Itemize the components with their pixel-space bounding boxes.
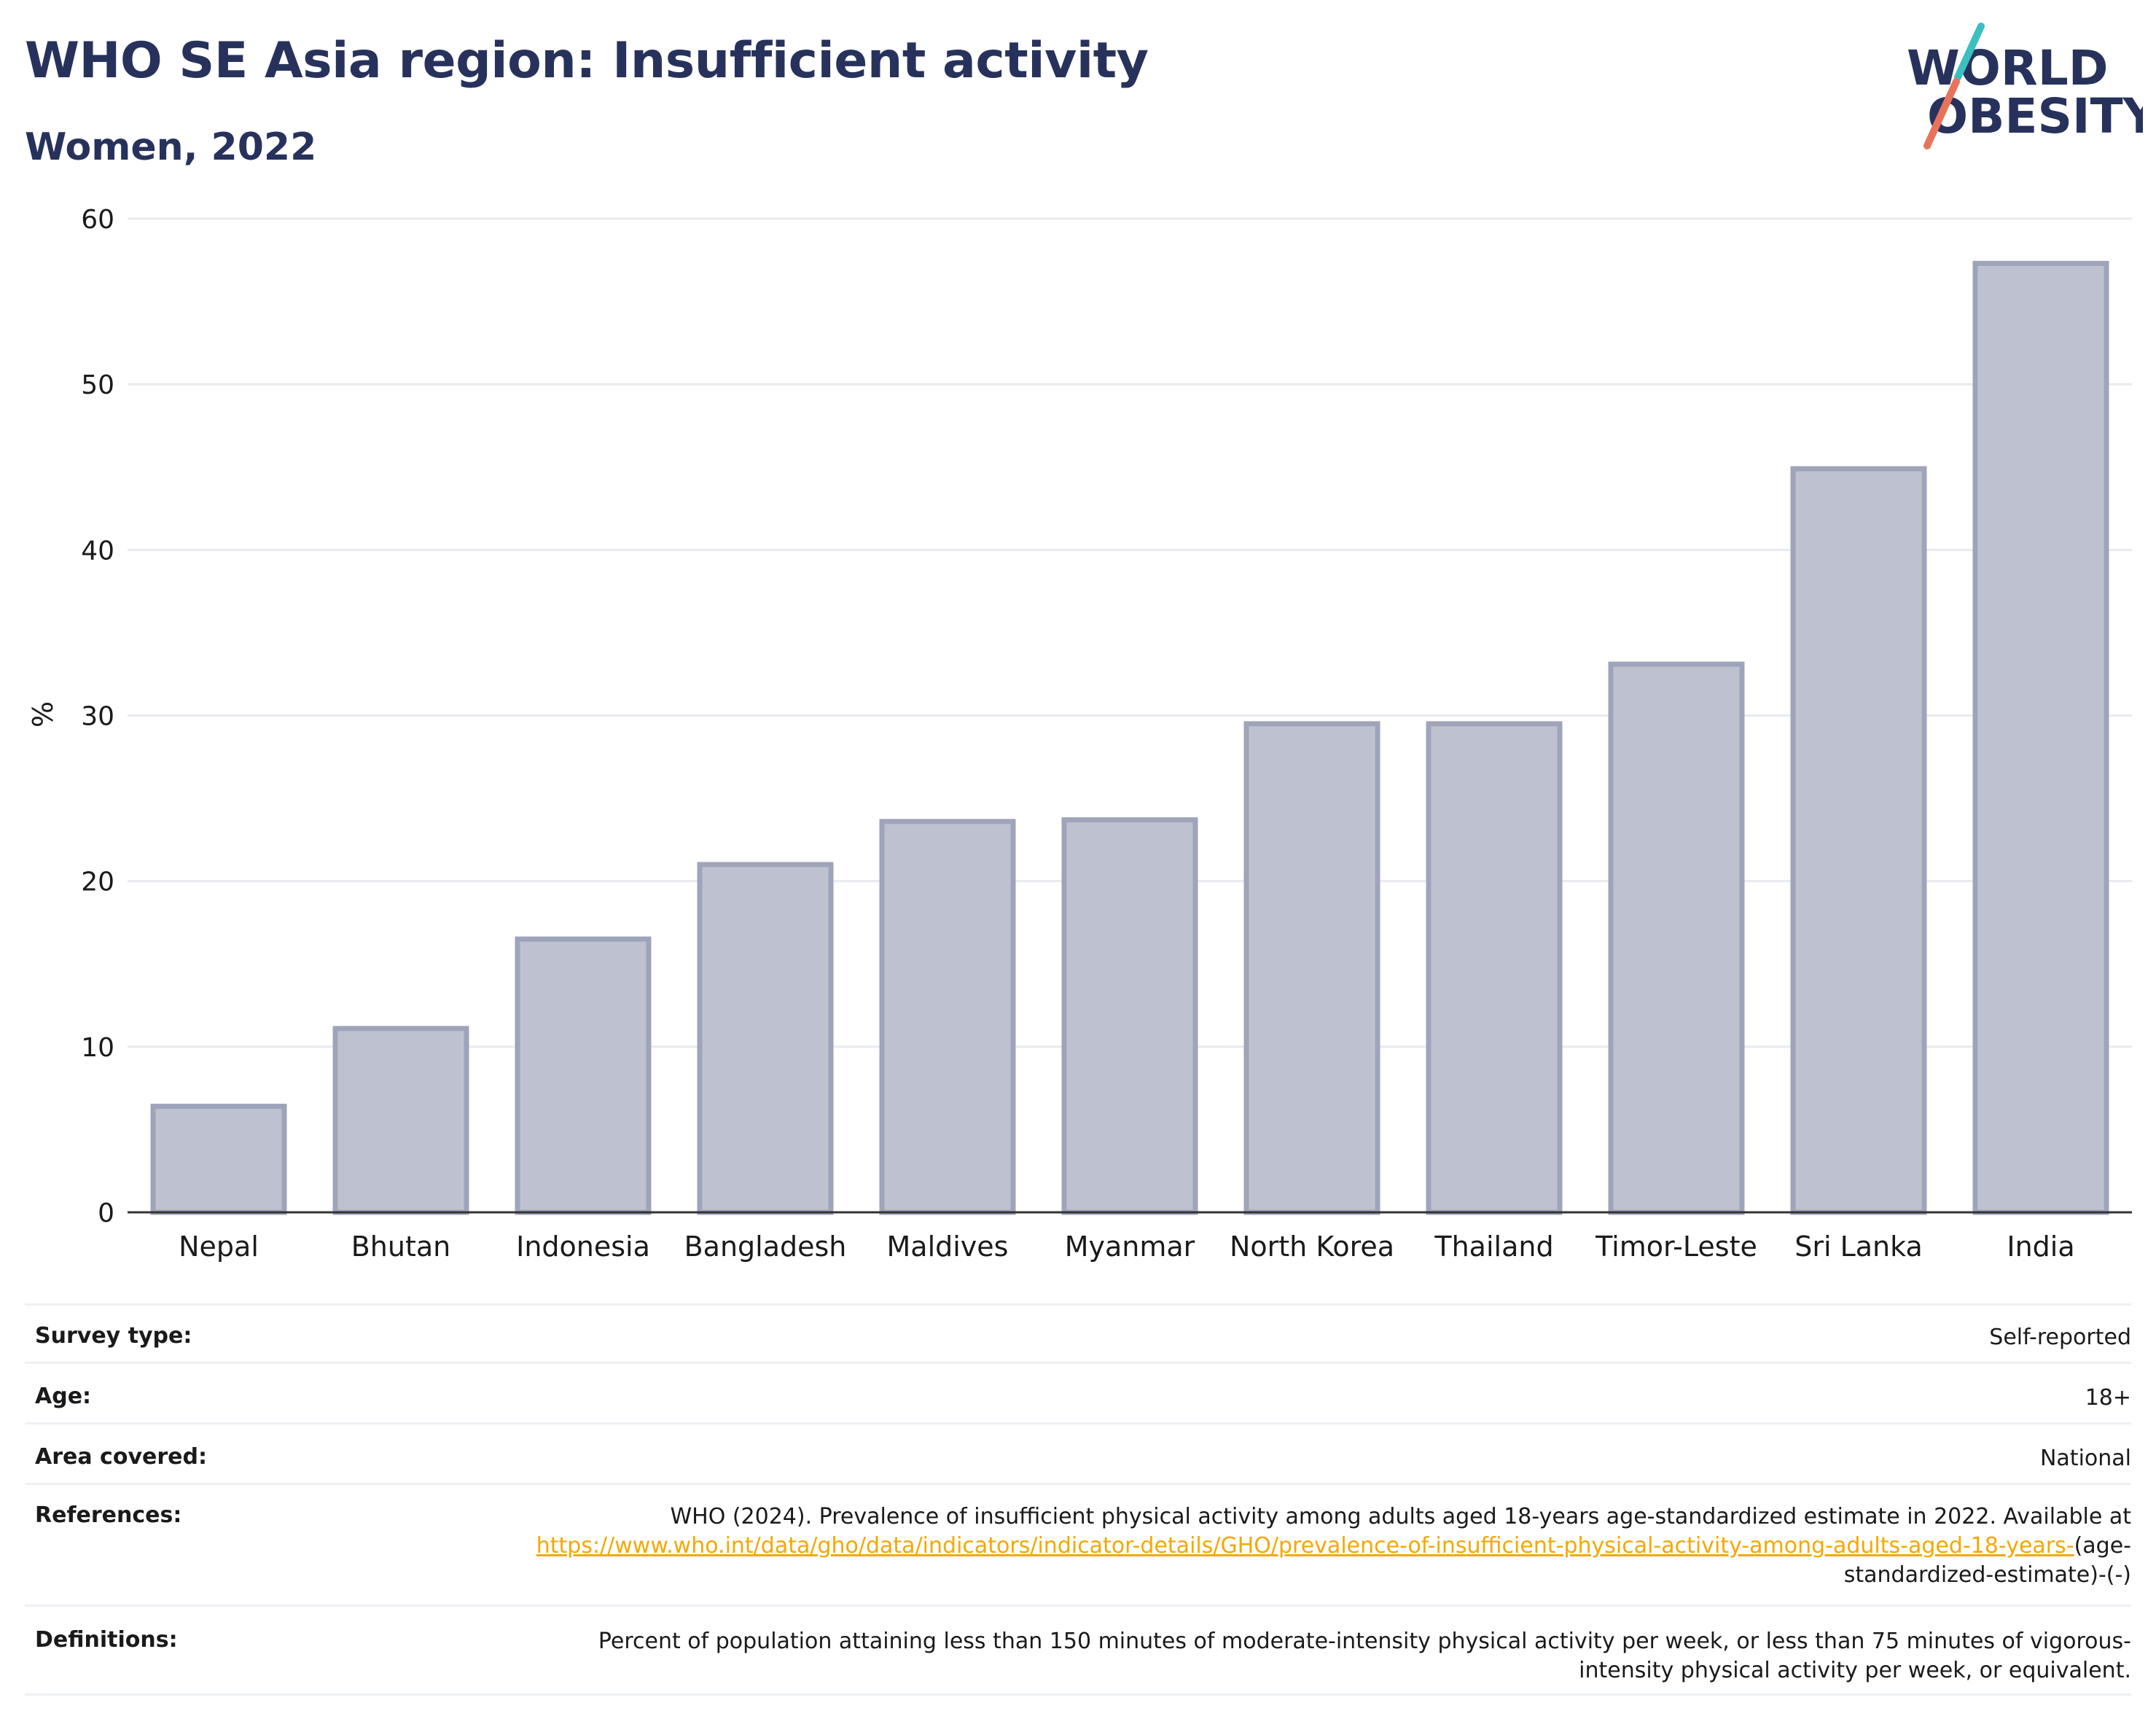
info-row-area: Area covered: National xyxy=(25,1422,2131,1483)
x-tick-label: Maldives xyxy=(887,1231,1009,1263)
bar-maldives[interactable] xyxy=(879,819,1016,1215)
bars xyxy=(150,260,2109,1215)
area-label: Area covered: xyxy=(35,1444,207,1470)
bar-myanmar[interactable] xyxy=(1061,817,1198,1215)
axes: 0 10 20 30 40 50 60 Nepal Bhutan Indonesia Banglad… xyxy=(81,205,2132,1263)
bar-nepal[interactable] xyxy=(150,1104,287,1215)
info-row-survey-type: Survey type: Self-reported xyxy=(25,1303,2131,1362)
y-axis-label: % xyxy=(27,701,59,728)
y-tick-label: 40 xyxy=(81,536,114,566)
references-label: References: xyxy=(35,1502,182,1528)
info-table: Survey type: Self-reported Age: 18+ Area… xyxy=(25,1303,2131,1696)
references-text: WHO (2024). Prevalence of insufficient p… xyxy=(670,1504,2131,1529)
age-value: 18+ xyxy=(2085,1385,2131,1411)
x-tick-label: Nepal xyxy=(179,1231,259,1263)
survey-type-value: Self-reported xyxy=(1989,1325,2131,1350)
info-row-definitions: Definitions: Percent of population attai… xyxy=(25,1605,2131,1696)
x-tick-label: North Korea xyxy=(1230,1231,1394,1263)
references-suffix: (age-standardized-estimate)-(-) xyxy=(1843,1533,2131,1588)
bar-bhutan[interactable] xyxy=(332,1026,469,1215)
age-label: Age: xyxy=(35,1384,92,1409)
definitions-label: Definitions: xyxy=(35,1627,178,1653)
x-tick-label: Sri Lanka xyxy=(1794,1231,1923,1263)
info-row-age: Age: 18+ xyxy=(25,1362,2131,1422)
x-tick-label: Bhutan xyxy=(351,1231,451,1263)
x-tick-label: Timor-Leste xyxy=(1595,1231,1757,1263)
bar-thailand[interactable] xyxy=(1426,721,1563,1215)
y-tick-label: 30 xyxy=(81,702,114,732)
page-subtitle: Women, 2022 xyxy=(25,125,317,169)
bar-north-korea[interactable] xyxy=(1243,721,1380,1215)
bar-sri-lanka[interactable] xyxy=(1790,466,1927,1215)
bar-chart: 0 10 20 30 40 50 60 Nepal Bhutan Indonesia Banglad… xyxy=(27,205,2132,1263)
area-value: National xyxy=(2039,1446,2131,1471)
logo-line-world: WORLD xyxy=(1907,40,2109,96)
y-tick-label: 10 xyxy=(81,1033,114,1063)
x-tick-label: Indonesia xyxy=(516,1231,650,1263)
logo-slash-coral xyxy=(1923,78,1960,149)
info-row-references: References: WHO (2024). Prevalence of in… xyxy=(25,1483,2131,1605)
y-tick-label: 50 xyxy=(81,370,114,400)
x-tick-label: Myanmar xyxy=(1065,1231,1195,1263)
bar-timor-leste[interactable] xyxy=(1608,661,1745,1215)
bar-india[interactable] xyxy=(1972,260,2109,1215)
definitions-value: Percent of population attaining less tha… xyxy=(598,1629,2131,1683)
survey-type-label: Survey type: xyxy=(35,1323,192,1349)
references-link[interactable]: https://www.who.int/data/gho/data/indica… xyxy=(536,1533,2074,1559)
logo-line-obesity: OBESITY xyxy=(1927,88,2143,144)
world-obesity-logo: WORLD OBESITY xyxy=(1907,23,2143,149)
x-tick-label: Bangladesh xyxy=(684,1231,847,1263)
references-value: WHO (2024). Prevalence of insufficient p… xyxy=(528,1502,2131,1590)
x-tick-label: Thailand xyxy=(1434,1231,1553,1263)
bar-indonesia[interactable] xyxy=(515,936,652,1215)
y-tick-label: 20 xyxy=(81,868,114,897)
page-title: WHO SE Asia region: Insufficient activit… xyxy=(25,32,1149,90)
y-tick-label: 60 xyxy=(81,205,114,235)
bar-bangladesh[interactable] xyxy=(697,862,834,1215)
logo-slash-teal xyxy=(1954,23,1985,81)
x-tick-label: India xyxy=(2007,1231,2074,1263)
y-tick-label: 0 xyxy=(98,1198,114,1228)
